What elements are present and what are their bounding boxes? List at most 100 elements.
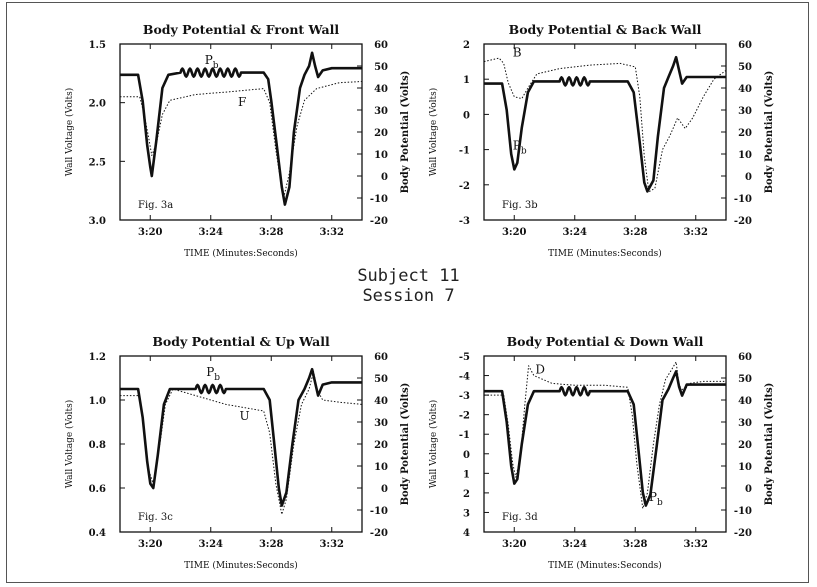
xtick-label: 3:28 (259, 539, 284, 550)
ytick-label-right: 40 (374, 84, 388, 95)
ytick-label-right: -10 (370, 194, 388, 205)
ytick-label-right: 30 (374, 106, 388, 117)
xtick-label: 3:32 (683, 227, 708, 238)
figure-label: Fig. 3a (138, 200, 173, 211)
ytick-label-left: 0 (463, 450, 470, 461)
chart-c: Body Potential & Up Wall 0.4 0.6 0.8 1.0 1.2 -… (64, 334, 411, 571)
xtick-label: 3:20 (502, 227, 527, 238)
series-line-pb (484, 55, 726, 193)
xtick-label: 3:28 (623, 227, 648, 238)
ytick-label-right: 10 (738, 462, 752, 473)
ytick-label-right: 40 (374, 396, 388, 407)
x-axis-label: TIME (Minutes:Seconds) (548, 248, 662, 259)
annotation-p: Pb (205, 53, 219, 71)
ytick-label-left: 0.8 (89, 440, 106, 451)
x-axis-label: TIME (Minutes:Seconds) (548, 560, 662, 571)
ytick-label-right: 30 (738, 106, 752, 117)
ytick-label-right: 0 (381, 172, 388, 183)
ytick-label-right: 30 (738, 418, 752, 429)
y-axis-label-left: Wall Voltage (Volts) (64, 400, 75, 489)
ytick-label-right: 40 (738, 84, 752, 95)
ytick-label-right: 60 (374, 352, 388, 363)
plot-frame (119, 355, 363, 533)
xtick-label: 3:24 (198, 539, 223, 550)
ytick-label-right: 0 (745, 172, 752, 183)
series-line-d (484, 361, 726, 509)
ytick-label-right: 60 (374, 40, 388, 51)
ytick-label-left: 3.0 (89, 216, 106, 227)
ytick-label-left: 1.2 (89, 352, 106, 363)
ytick-label-left: -4 (459, 372, 470, 383)
annotation-b: B (513, 45, 522, 59)
ytick-label-right: -10 (734, 506, 752, 517)
ytick-label-right: -10 (734, 194, 752, 205)
ytick-label-right: -20 (370, 216, 388, 227)
annotation-d: D (535, 363, 545, 377)
y-axis-label-right: Body Potential (Volts) (400, 383, 411, 506)
chart-title: Body Potential & Up Wall (152, 334, 330, 349)
ytick-label-right: 0 (745, 484, 752, 495)
ytick-label-left: 2.0 (89, 99, 106, 110)
ytick-label-left: -1 (459, 430, 470, 441)
ytick-label-left: 2 (463, 40, 470, 51)
y-axis-label-left: Wall Voltage (Volts) (428, 88, 439, 177)
plot-frame (483, 355, 727, 533)
xtick-label: 3:32 (319, 227, 344, 238)
ytick-label-left: 1.5 (89, 40, 106, 51)
chart-d: Body Potential & Down Wall-5-4-3-2-10123… (428, 334, 775, 571)
ytick-label-right: 20 (374, 440, 388, 451)
xtick-label: 3:20 (138, 227, 163, 238)
ytick-label-right: -20 (734, 528, 752, 539)
ytick-label-left: -3 (459, 216, 470, 227)
xtick-label: 3:24 (562, 539, 587, 550)
xtick-label: 3:20 (138, 539, 163, 550)
figure-label: Fig. 3d (502, 512, 538, 523)
figure-frame (6, 2, 809, 583)
ytick-label-left: 4 (463, 528, 470, 539)
ytick-label-right: 10 (374, 150, 388, 161)
ytick-label-right: -20 (734, 216, 752, 227)
figure-label: Fig. 3c (138, 512, 173, 523)
ytick-label-right: -20 (370, 528, 388, 539)
subject-label: Subject 11 (357, 266, 460, 286)
y-axis-label-left: Wall Voltage (Volts) (64, 88, 75, 177)
y-axis-label-right: Body Potential (Volts) (764, 383, 775, 506)
ytick-label-left: 0.6 (89, 484, 106, 495)
ytick-label-right: 0 (381, 484, 388, 495)
ytick-label-left: 1 (463, 469, 470, 480)
annotation-p: Pb (513, 139, 527, 157)
ytick-label-right: 40 (738, 396, 752, 407)
ytick-label-left: -1 (459, 146, 470, 157)
series-line-pb (120, 367, 362, 507)
ytick-label-right: 50 (374, 62, 388, 73)
x-axis-label: TIME (Minutes:Seconds) (184, 248, 298, 259)
ytick-label-right: 20 (374, 128, 388, 139)
ytick-label-left: -3 (459, 391, 470, 402)
ytick-label-left: 1 (463, 75, 470, 86)
ytick-label-left: -5 (459, 352, 470, 363)
series-line-b (484, 57, 726, 193)
xtick-label: 3:20 (502, 539, 527, 550)
ytick-label-left: 2.5 (89, 157, 106, 168)
ytick-label-right: 60 (738, 40, 752, 51)
xtick-label: 3:24 (562, 227, 587, 238)
ytick-label-right: 50 (738, 374, 752, 385)
ytick-label-right: -10 (370, 506, 388, 517)
ytick-label-right: 30 (374, 418, 388, 429)
y-axis-label-left: Wall Voltage (Volts) (428, 400, 439, 489)
annotation-p: Pb (649, 490, 663, 508)
figure-label: Fig. 3b (502, 200, 538, 211)
ytick-label-right: 20 (738, 440, 752, 451)
ytick-label-left: 3 (463, 508, 470, 519)
y-axis-label-right: Body Potential (Volts) (400, 71, 411, 194)
xtick-label: 3:32 (683, 539, 708, 550)
ytick-label-left: -2 (459, 411, 470, 422)
ytick-label-right: 10 (374, 462, 388, 473)
ytick-label-right: 50 (374, 374, 388, 385)
annotation-u: U (239, 409, 249, 423)
ytick-label-right: 10 (738, 150, 752, 161)
ytick-label-left: 0.4 (89, 528, 106, 539)
annotation-f: F (238, 95, 246, 109)
y-axis-label-right: Body Potential (Volts) (764, 71, 775, 194)
